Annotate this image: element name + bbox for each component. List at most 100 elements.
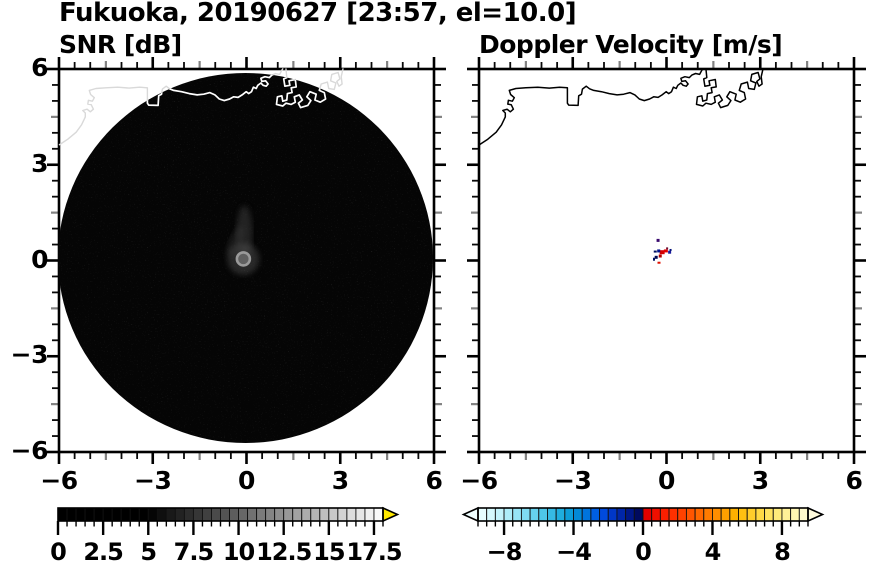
colorbar-segment bbox=[120, 507, 131, 522]
colorbar-segment bbox=[547, 507, 557, 522]
colorbar-segment bbox=[220, 507, 230, 522]
x-tick-label: −6 bbox=[460, 466, 498, 495]
colorbar-segment bbox=[555, 507, 566, 522]
colorbar-tick-label: 15 bbox=[313, 538, 345, 566]
velocity-dot bbox=[656, 238, 660, 242]
x-tick-label: 6 bbox=[425, 466, 443, 495]
velocity-dot bbox=[659, 250, 665, 255]
colorbar-segment bbox=[798, 507, 809, 522]
colorbar-segment bbox=[685, 507, 696, 522]
colorbar-segment bbox=[720, 507, 731, 522]
colorbar-segment bbox=[373, 507, 384, 522]
colorbar-segment bbox=[694, 507, 705, 522]
velocity-dot bbox=[663, 249, 668, 253]
colorbar-segment bbox=[581, 507, 592, 522]
x-tick-label: −3 bbox=[134, 466, 172, 495]
echo-core bbox=[235, 251, 252, 267]
colorbar-segment bbox=[512, 507, 522, 522]
velocity-panel-content bbox=[478, 67, 764, 146]
colorbar-segment bbox=[346, 507, 357, 522]
colorbar-segment bbox=[790, 507, 800, 522]
colorbar-segment bbox=[138, 507, 149, 522]
colorbar-segment bbox=[781, 507, 792, 522]
colorbar-segment bbox=[229, 507, 240, 522]
coastline-right bbox=[478, 67, 704, 146]
colorbar-segment bbox=[174, 507, 185, 522]
colorbar-segment bbox=[283, 507, 294, 522]
colorbar-tick-label: 10 bbox=[222, 538, 255, 566]
x-tick-label: 3 bbox=[331, 466, 349, 495]
colorbar-tick-label: 12.5 bbox=[256, 538, 312, 566]
colorbar-segment bbox=[256, 507, 267, 522]
velocity-panel-title: Doppler Velocity [m/s] bbox=[479, 30, 783, 59]
colorbar-segment bbox=[529, 507, 540, 522]
colorbar-segment bbox=[84, 507, 95, 522]
colorbar-tick-label: 8 bbox=[774, 538, 791, 566]
colorbar-segment bbox=[668, 507, 679, 522]
velocity-panel bbox=[467, 57, 866, 464]
colorbar-segment bbox=[607, 507, 618, 522]
colorbar-segment bbox=[633, 507, 644, 522]
colorbar-tick-label: 2.5 bbox=[83, 538, 124, 566]
y-tick-label: −6 bbox=[10, 436, 49, 465]
over-range-arrow bbox=[382, 506, 400, 523]
colorbar-tick-label: 7.5 bbox=[173, 538, 215, 566]
colorbar-segment bbox=[590, 507, 601, 522]
colorbar-tick-label: 0 bbox=[50, 538, 67, 566]
colorbar-segment bbox=[494, 507, 505, 522]
colorbar-segment bbox=[703, 507, 713, 522]
colorbar-tick-label: 4 bbox=[704, 538, 722, 566]
colorbar-segment bbox=[75, 507, 86, 522]
colorbar-tick-label: −8 bbox=[486, 538, 523, 566]
coastline-right bbox=[695, 68, 764, 109]
plot-border bbox=[477, 67, 856, 454]
velocity-dot bbox=[658, 254, 662, 258]
colorbar-segment bbox=[625, 507, 635, 522]
x-tick-label: 0 bbox=[238, 466, 255, 495]
colorbar-segment bbox=[477, 507, 488, 522]
velocity-dot bbox=[654, 255, 658, 259]
colorbar-segment bbox=[520, 507, 531, 522]
colorbar-segment bbox=[211, 507, 221, 522]
y-tick-label: −3 bbox=[10, 340, 49, 370]
colorbar-segment bbox=[564, 507, 574, 522]
snr-colorbar bbox=[56, 506, 400, 535]
colorbar-tick-label: 0 bbox=[635, 538, 652, 566]
colorbar-segment bbox=[677, 507, 687, 522]
under-range-arrow bbox=[461, 506, 479, 523]
colorbar-segment bbox=[738, 507, 748, 522]
y-tick-label: 0 bbox=[31, 244, 48, 274]
x-tick-label: 3 bbox=[751, 466, 769, 495]
edge-speck bbox=[121, 401, 125, 405]
x-tick-label: 6 bbox=[845, 466, 863, 495]
colorbar-segment bbox=[355, 507, 366, 522]
velocity-dot bbox=[653, 257, 655, 261]
colorbar-segment bbox=[712, 507, 722, 522]
colorbar-segment bbox=[616, 507, 627, 522]
colorbar-segment bbox=[102, 507, 113, 522]
colorbar-segment bbox=[538, 507, 548, 522]
over-range-arrow bbox=[807, 506, 825, 523]
x-tick-label: −3 bbox=[554, 466, 592, 495]
colorbar-segment bbox=[147, 507, 158, 522]
colorbar-segment bbox=[201, 507, 212, 522]
velocity-dot bbox=[657, 249, 661, 253]
colorbar-segment bbox=[301, 507, 312, 522]
x-tick-label: −6 bbox=[40, 466, 78, 495]
colorbar-segment bbox=[746, 507, 757, 522]
colorbar-segment bbox=[292, 507, 303, 522]
y-tick-label: 3 bbox=[31, 148, 48, 178]
colorbar-segment bbox=[274, 507, 285, 522]
colorbar-segment bbox=[772, 507, 783, 522]
colorbar-segment bbox=[247, 507, 258, 522]
colorbar-segment bbox=[192, 507, 203, 522]
colorbar-segment bbox=[337, 507, 348, 522]
colorbar-segment bbox=[503, 507, 514, 522]
colorbar-segment bbox=[129, 507, 140, 522]
colorbar-segment bbox=[599, 507, 609, 522]
velocity-dot bbox=[657, 261, 661, 264]
colorbar-segment bbox=[310, 507, 321, 522]
colorbar-segment bbox=[486, 507, 496, 522]
